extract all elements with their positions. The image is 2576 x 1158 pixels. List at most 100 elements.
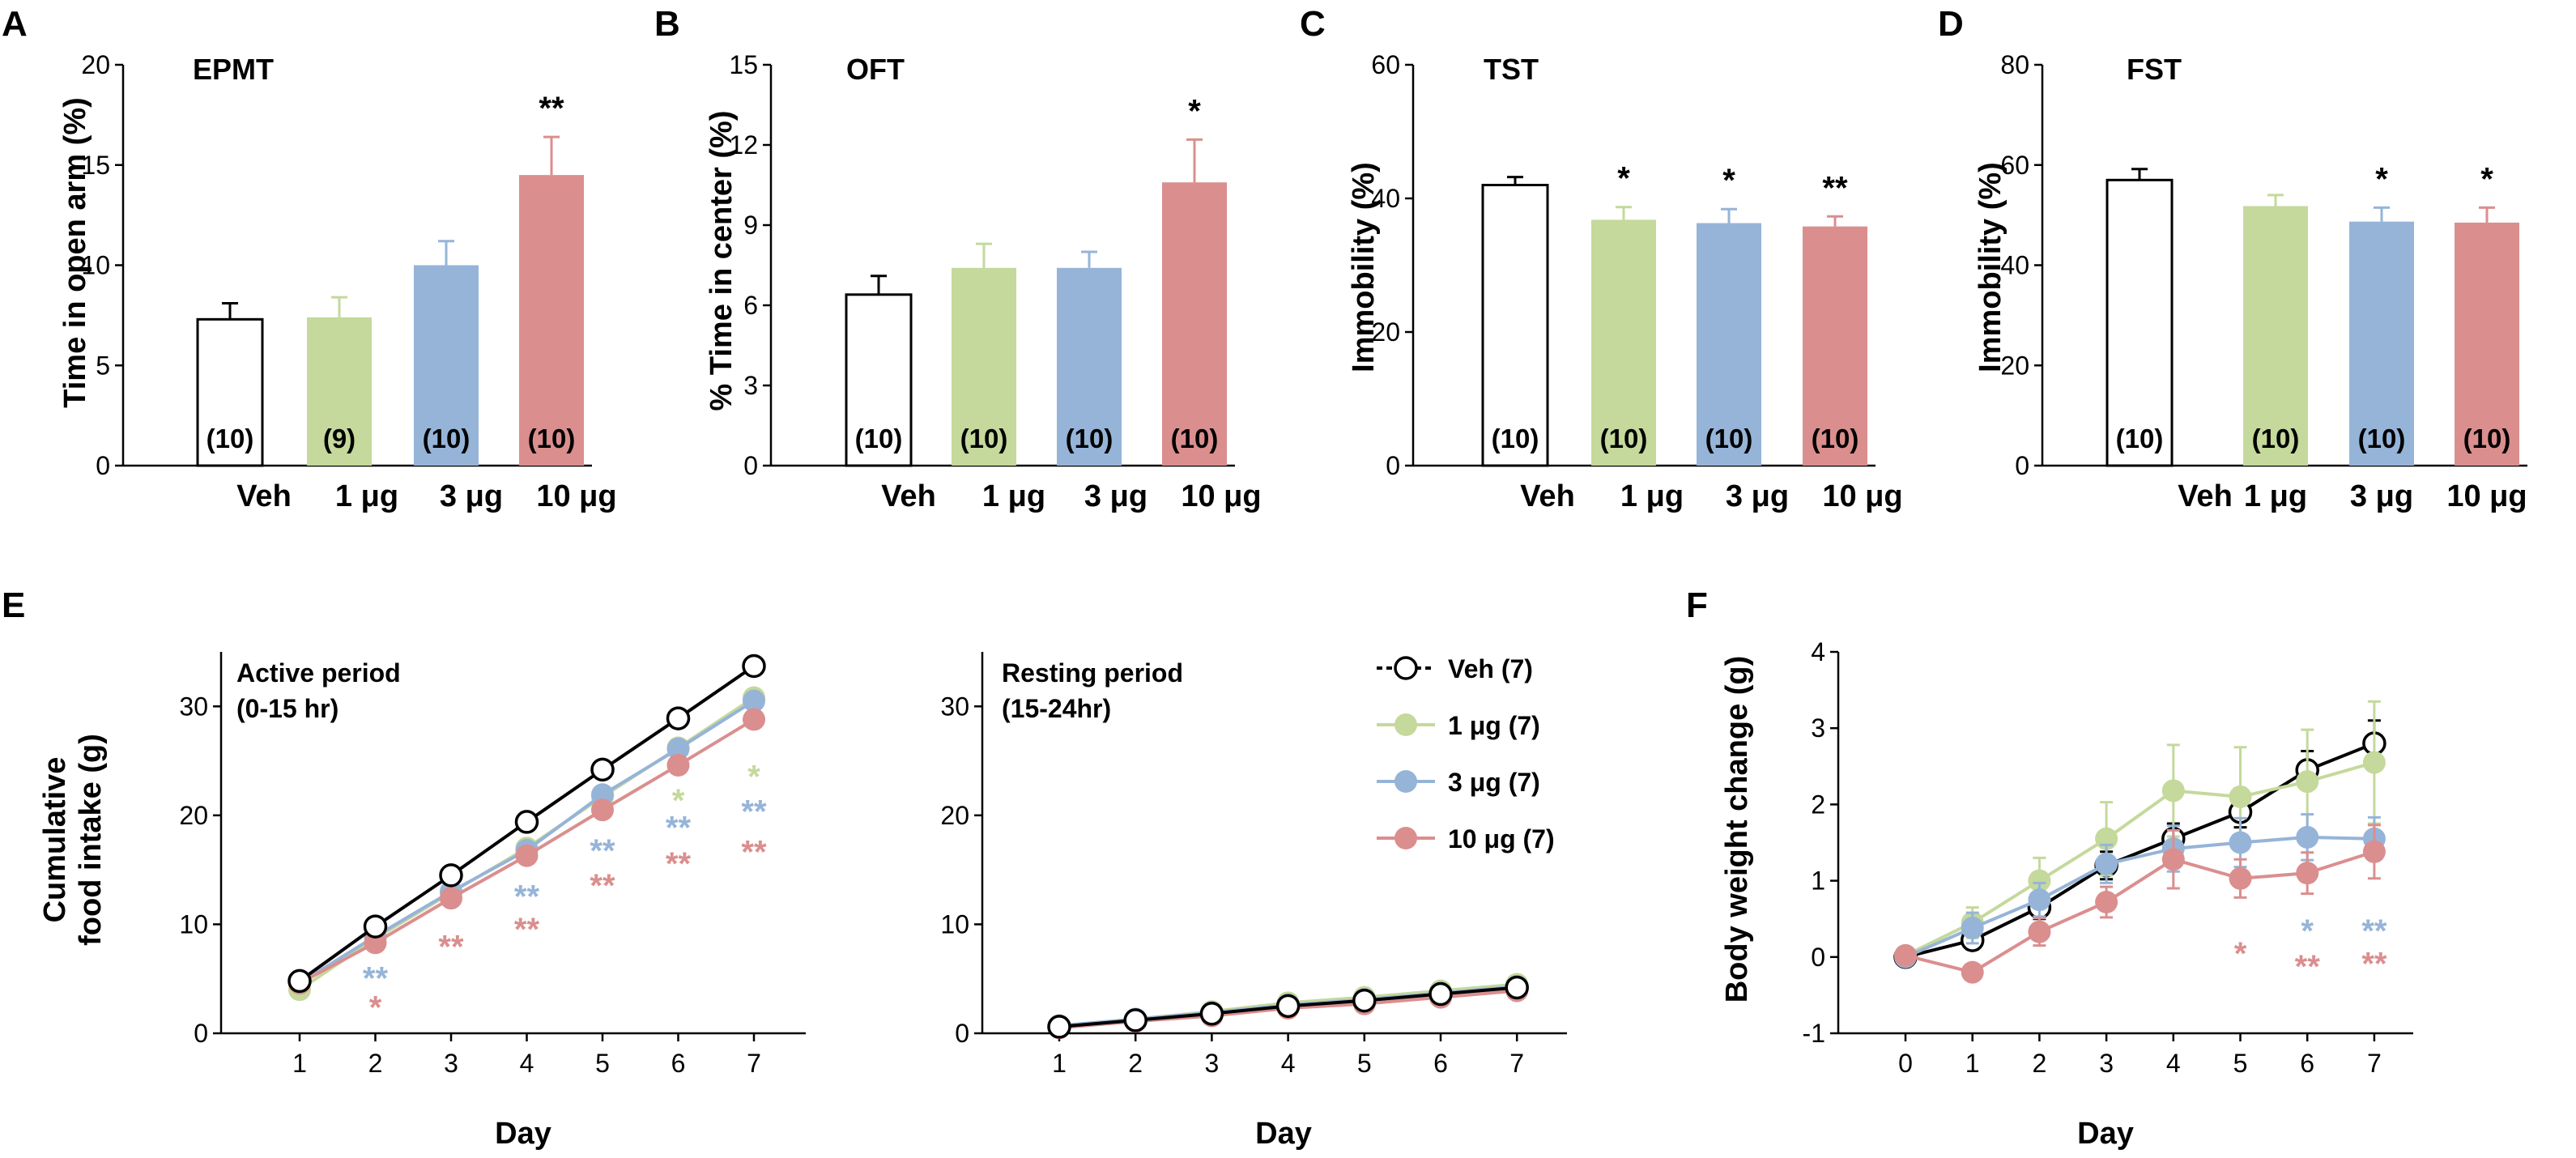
significance-mark: ** [438, 929, 464, 964]
category-label: 10 μg [2446, 479, 2527, 513]
y-axis-label-line2: food intake (g) [74, 734, 108, 946]
sample-size-label: (10) [2116, 424, 2164, 453]
data-point-veh [1275, 994, 1301, 1019]
significance-mark: * [1617, 161, 1630, 197]
x-tick-label: 3 [444, 1049, 458, 1078]
y-tick-label: 4 [1811, 637, 1825, 666]
legend-label: 3 μg (7) [1448, 768, 1540, 797]
data-point-g10 [743, 708, 765, 731]
x-tick-label: 4 [2166, 1049, 2181, 1078]
y-tick-label: 40 [1371, 184, 1400, 213]
y-tick-label: 3 [743, 371, 758, 400]
plot-area: 0 20 40 60 (10) Veh (10) * 1 μg (10) * 3 μg (10) ** 10… [1371, 50, 1902, 513]
y-tick-label: 12 [729, 130, 758, 160]
y-tick-label: 0 [1386, 451, 1400, 480]
x-tick-label: 6 [1433, 1049, 1448, 1078]
significance-mark: ** [539, 91, 564, 126]
chart-title: EPMT [193, 53, 274, 86]
panel-letter-f: F [1686, 585, 1708, 625]
sample-size-label: (9) [323, 424, 356, 453]
bar [1057, 267, 1122, 466]
y-tick-label: 20 [940, 801, 969, 830]
significance-mark: ** [741, 794, 767, 829]
legend-label: 10 μg (7) [1448, 824, 1555, 854]
legend: Veh (7) 1 μg (7) 3 μg (7) 10 μg (7) [1377, 654, 1555, 854]
chart-title: FST [2127, 53, 2182, 86]
y-axis-label: % Time in center (%) [705, 111, 739, 411]
data-point-veh [287, 969, 312, 994]
data-point-veh [1199, 1002, 1224, 1026]
data-point-g10 [666, 753, 690, 777]
sample-size-label: (10) [1492, 424, 1539, 453]
y-tick-label: 2 [1811, 790, 1825, 819]
bar [2349, 221, 2414, 466]
category-label: 1 μg [2244, 479, 2307, 513]
significance-mark: * [1188, 93, 1201, 129]
x-tick-label: 2 [368, 1049, 383, 1078]
data-point-g10 [2362, 840, 2386, 863]
bar [845, 293, 913, 467]
significance-mark: ** [2361, 946, 2387, 981]
category-label: 10 μg [1181, 479, 1261, 513]
series-line-g1 [1905, 760, 2375, 957]
significance-mark: ** [741, 834, 767, 870]
significance-mark: ** [590, 833, 615, 869]
data-point-g3 [2028, 888, 2051, 912]
sample-size-label: (10) [1812, 424, 1859, 453]
y-tick-label: 0 [194, 1019, 208, 1048]
data-point-g3 [1961, 917, 1984, 940]
x-tick-label: 2 [1128, 1049, 1143, 1078]
data-point-g10 [1961, 960, 1984, 984]
x-tick-label: 6 [2300, 1049, 2314, 1078]
significance-mark: ** [590, 868, 615, 904]
y-tick-label: 0 [2015, 451, 2029, 480]
bar [952, 267, 1016, 466]
data-point-g10 [440, 887, 462, 910]
panel-letter-a: A [2, 4, 28, 44]
significance-mark: ** [2295, 949, 2321, 985]
data-point-veh [666, 706, 691, 730]
x-tick-label: 7 [1509, 1049, 1524, 1078]
data-point-veh [590, 757, 615, 782]
x-tick-label: 3 [1205, 1049, 1220, 1078]
x-tick-label: 3 [2099, 1049, 2114, 1078]
data-point-g10 [2296, 862, 2319, 885]
sample-size-label: (10) [207, 424, 254, 453]
sample-size-label: (10) [1705, 424, 1753, 453]
significance-mark: ** [514, 879, 540, 914]
y-tick-label: 6 [743, 291, 758, 320]
legend-label: 1 μg (7) [1448, 711, 1540, 740]
sample-size-label: (10) [2252, 424, 2300, 453]
sample-size-label: (10) [855, 424, 903, 453]
category-label: 3 μg [1726, 479, 1789, 513]
data-point-g1 [2296, 770, 2319, 794]
data-point-veh [1505, 975, 1529, 1000]
bar [1481, 184, 1549, 467]
significance-mark: ** [1822, 170, 1848, 206]
y-axis-label-line1: Cumulative [38, 757, 72, 923]
period-label: Active period [236, 658, 401, 688]
data-point-g3 [743, 689, 765, 713]
category-label: 10 μg [536, 479, 616, 513]
y-axis-label: Body weight change (g) [1720, 656, 1754, 1003]
y-tick-label: 10 [81, 251, 110, 280]
panel-e-resting-chart: Resting period (15-24hr) Day 0 10 20 30 1 2 3 4… [940, 652, 1567, 1151]
data-point-g10 [1894, 943, 1917, 967]
sample-size-label: (10) [1066, 424, 1113, 453]
significance-mark: ** [514, 912, 540, 947]
data-point-veh [1123, 1008, 1147, 1032]
significance-mark: ** [666, 846, 692, 882]
significance-mark: * [2480, 161, 2493, 197]
category-label: 1 μg [982, 479, 1045, 513]
series-line-veh [1905, 742, 2375, 959]
x-tick-label: 5 [2233, 1049, 2248, 1078]
plot-area: 0 5 10 15 20 (10) Veh (9) 1 μg (10) 3 μg (10) ** 10 μ… [81, 50, 616, 513]
bar [196, 317, 264, 467]
y-axis-label: Time in open arm (%) [58, 97, 92, 408]
data-point-veh [514, 810, 539, 834]
data-point-g10 [364, 931, 387, 955]
x-tick-label: 1 [292, 1049, 307, 1078]
category-label: Veh [1520, 479, 1575, 513]
plot-area: 0 3 6 9 12 15 (10) Veh (10) 1 μg (10) 3 μg (10) * 10 μ… [729, 50, 1261, 513]
